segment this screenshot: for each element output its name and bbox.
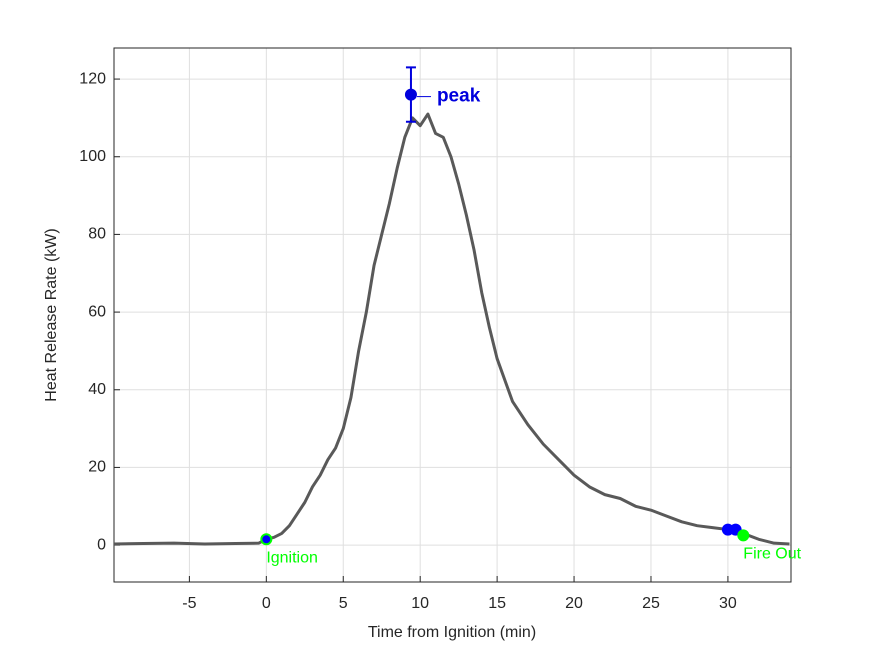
annotation: Ignition <box>266 549 318 566</box>
x-tick-label: -5 <box>182 595 196 612</box>
y-tick-label: 60 <box>88 303 106 320</box>
event-marker <box>260 533 273 546</box>
axes-box <box>113 47 792 583</box>
event-marker <box>737 529 750 542</box>
plot-area <box>113 47 792 583</box>
annotation: Fire Out <box>743 546 801 563</box>
y-tick-label: 80 <box>88 226 106 243</box>
event-marker <box>729 523 742 536</box>
y-tick-label: 120 <box>79 70 106 87</box>
x-tick-label: 15 <box>488 595 506 612</box>
x-tick-label: 5 <box>339 595 348 612</box>
data-line <box>113 112 790 546</box>
y-tick-label: 40 <box>88 381 106 398</box>
y-tick-label: 20 <box>88 459 106 476</box>
y-axis-label: Heat Release Rate (kW) <box>43 228 60 401</box>
x-axis-label: Time from Ignition (min) <box>368 624 536 641</box>
y-tick-label: 0 <box>97 536 106 553</box>
annotation: peak <box>437 86 481 107</box>
x-tick-label: 20 <box>565 595 583 612</box>
x-tick-label: 25 <box>642 595 660 612</box>
event-marker <box>404 88 417 101</box>
x-tick-label: 0 <box>262 595 271 612</box>
x-tick-label: 10 <box>411 595 429 612</box>
x-tick-label: 30 <box>719 595 737 612</box>
y-tick-label: 100 <box>79 148 106 165</box>
